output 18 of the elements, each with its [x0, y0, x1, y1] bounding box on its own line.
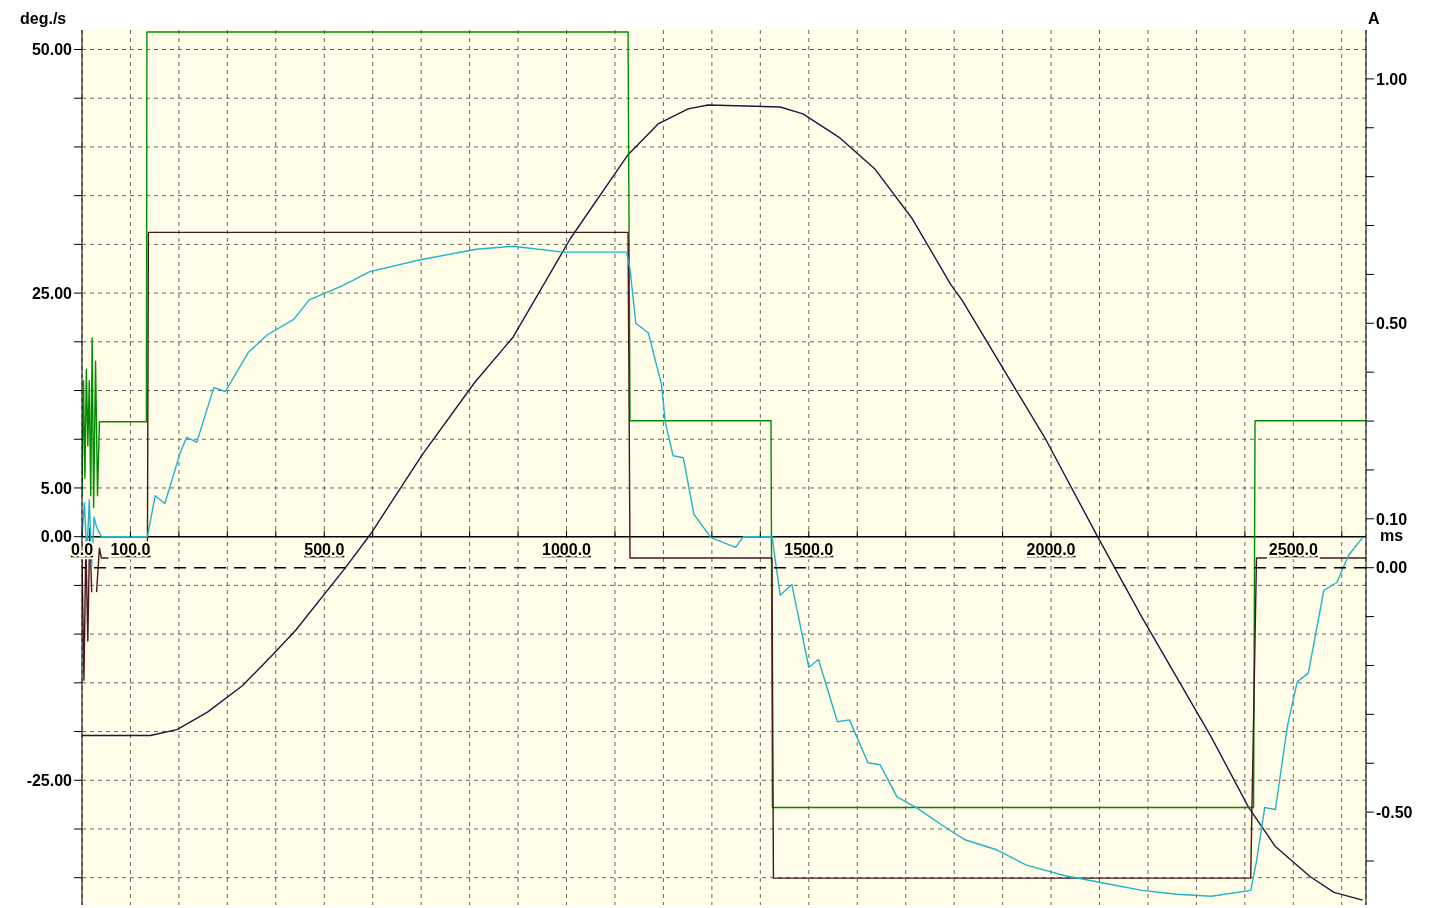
x-tick-label: 1500.0 — [784, 540, 834, 558]
y-tick-label: 0.00 — [40, 528, 73, 546]
y2-axis-title: A — [1368, 10, 1380, 28]
y-tick-label: -25.00 — [26, 771, 73, 789]
y-tick-label: 50.00 — [31, 41, 73, 59]
x-tick-label: 2000.0 — [1026, 540, 1076, 558]
y-tick-label: 5.00 — [40, 479, 73, 497]
y2-tick-label: 0.50 — [1376, 314, 1408, 332]
y2-tick-label: 0.00 — [1376, 559, 1408, 577]
y-tick-label: 25.00 — [31, 284, 73, 302]
y2-tick-label: 1.00 — [1376, 70, 1408, 88]
x-tick-label: 1000.0 — [542, 540, 592, 558]
y2-tick-label: -0.50 — [1376, 803, 1413, 821]
x-tick-label: 2500.0 — [1268, 540, 1318, 558]
x-tick-label: 500.0 — [304, 540, 345, 558]
x-axis-title: ms — [1380, 526, 1404, 545]
y2-tick-label: 0.10 — [1376, 510, 1408, 528]
y-axis-title: deg./s — [20, 10, 67, 28]
